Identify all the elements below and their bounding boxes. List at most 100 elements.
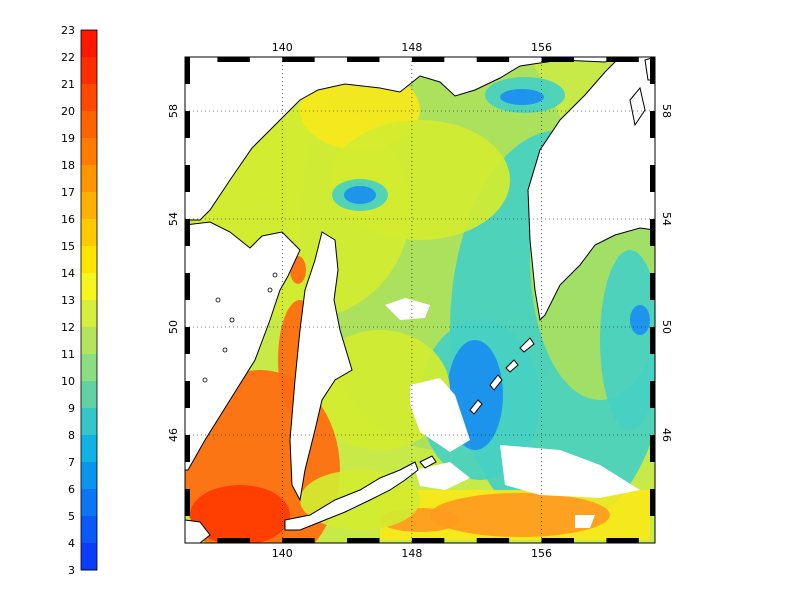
colorbar-tick-label: 12 <box>61 321 75 334</box>
land-mass <box>419 455 437 469</box>
lon-tick-label-bottom: 140 <box>272 547 293 560</box>
colorbar-tick-label: 22 <box>61 51 75 64</box>
colorbar-tick-label: 6 <box>68 483 75 496</box>
lat-tick-label-left: 54 <box>167 212 180 226</box>
lon-tick-label-bottom: 156 <box>531 547 552 560</box>
colorbar-labels: 23 22 21 20 19 18 17 16 15 14 13 12 11 10 9 8 7 6 5 4 3 <box>61 24 75 577</box>
lat-tick-label-left: 50 <box>167 320 180 334</box>
land-mass <box>185 221 301 471</box>
colorbar-segment <box>81 462 97 490</box>
lon-tick-label-top: 156 <box>531 41 552 54</box>
frame-band <box>650 489 655 516</box>
land-mass <box>519 337 535 353</box>
frame-band <box>411 57 445 62</box>
lat-tick-label-right: 46 <box>660 428 673 442</box>
colorbar-segment <box>81 408 97 436</box>
colorbar-segment <box>81 327 97 355</box>
colorbar-segment <box>81 111 97 139</box>
colorbar-tick-label: 23 <box>61 24 75 37</box>
sst-patch <box>190 485 290 543</box>
frame-band <box>476 538 510 543</box>
frame-band <box>650 219 655 246</box>
small-island <box>222 347 228 353</box>
land-mass <box>505 359 519 373</box>
missing-data-area <box>500 445 640 498</box>
sst-patch <box>630 305 650 335</box>
colorbar-segment <box>81 165 97 193</box>
colorbar-tick-label: 9 <box>68 402 75 415</box>
frame-band <box>185 57 190 84</box>
frame-band <box>650 111 655 138</box>
land-mass <box>185 57 621 221</box>
frame-band <box>185 327 190 354</box>
colorbar-segment <box>81 300 97 328</box>
frame-band <box>476 57 510 62</box>
colorbar-tick-label: 8 <box>68 429 75 442</box>
colorbar-tick-label: 7 <box>68 456 75 469</box>
small-island <box>229 317 235 323</box>
colorbar-segment <box>81 516 97 544</box>
frame-band <box>217 538 250 543</box>
colorbar-tick-label: 18 <box>61 159 75 172</box>
frame-band <box>282 538 315 543</box>
colorbar-tick-label: 14 <box>61 267 75 280</box>
frame-band <box>650 381 655 408</box>
colorbar-border <box>80 29 98 571</box>
colorbar-tick-label: 20 <box>61 105 75 118</box>
frame-band <box>650 327 655 354</box>
land-mass <box>469 399 483 415</box>
lat-tick-label-right: 54 <box>660 212 673 226</box>
sst-patch <box>344 186 376 204</box>
colorbar-segment <box>81 84 97 112</box>
colorbar-tick-label: 17 <box>61 186 75 199</box>
lat-tick-label-left: 46 <box>167 428 180 442</box>
colorbar-segment <box>81 381 97 409</box>
colorbar-segment <box>81 489 97 517</box>
lon-tick-label-top: 140 <box>272 41 293 54</box>
small-island <box>267 287 273 293</box>
frame-band <box>347 57 380 62</box>
frame-band <box>185 381 190 408</box>
small-island <box>202 377 208 383</box>
sst-field <box>185 57 655 543</box>
colorbar-segment <box>81 192 97 220</box>
land-mass <box>185 519 211 543</box>
colorbar-segment <box>81 138 97 166</box>
land-mass <box>289 231 353 502</box>
lon-tick-label-bottom: 148 <box>401 547 422 560</box>
colorbar-tick-label: 10 <box>61 375 75 388</box>
colorbar-tick-label: 4 <box>68 537 75 550</box>
frame-band <box>650 57 655 84</box>
land-mass <box>629 86 646 127</box>
colorbar-tick-label: 15 <box>61 240 75 253</box>
frame-band <box>185 111 190 138</box>
frame-band <box>185 165 190 192</box>
frame-band <box>185 435 190 462</box>
colorbar-segment <box>81 543 97 571</box>
colorbar-segment <box>81 435 97 463</box>
sst-patch <box>430 493 610 537</box>
land-mass <box>284 461 419 531</box>
frame-band <box>411 538 445 543</box>
colorbar-segment <box>81 219 97 247</box>
frame-band <box>606 538 639 543</box>
colorbar-segment <box>81 30 97 58</box>
land-mass <box>489 374 503 391</box>
colorbar-segment <box>81 273 97 301</box>
colorbar-segment <box>81 246 97 274</box>
colorbar-tick-label: 13 <box>61 294 75 307</box>
frame-band <box>606 57 639 62</box>
frame-band <box>347 538 380 543</box>
colorbar-tick-label: 21 <box>61 78 75 91</box>
lat-tick-label-right: 58 <box>660 104 673 118</box>
colorbar-tick-label: 5 <box>68 510 75 523</box>
missing-data-area <box>385 298 430 320</box>
frame-band <box>541 57 574 62</box>
missing-data-area <box>575 515 595 528</box>
frame-band <box>217 57 250 62</box>
frame-band <box>282 57 315 62</box>
lon-tick-label-top: 148 <box>401 41 422 54</box>
land-mass <box>527 57 655 322</box>
colorbar-tick-label: 3 <box>68 564 75 577</box>
